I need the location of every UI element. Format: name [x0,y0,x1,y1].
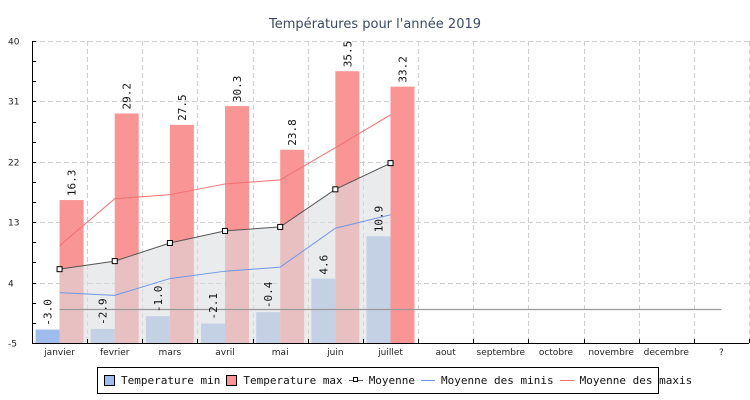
legend-item: Temperature max [226,374,343,387]
x-category-label: decembre [644,348,690,358]
x-category-label: juillet [377,348,403,358]
legend-label: Moyenne [368,374,416,387]
axes: -5 4 13 22 31 40 janvier fevrier mars avril mai jui… [8,38,750,358]
data-label-max: 35.5 [341,41,354,68]
legend-marker-line-icon [348,377,363,382]
bar-temperature-max [390,86,415,343]
data-label-max: 33.2 [397,56,410,83]
legend-label: Temperature max [243,374,343,387]
moyenne-marker [56,266,63,273]
legend-item: Moyenne [348,374,416,387]
legend: Temperature min Temperature max Moyenne Moy… [97,367,692,394]
data-label-min: -3.0 [42,299,55,326]
legend-item: Moyenne des minis [421,374,554,387]
legend-box-icon [104,375,115,386]
legend-line-icon [421,380,436,381]
data-label-max: 29.2 [121,83,134,110]
legend-label: Moyenne des minis [441,374,554,387]
x-category-label: mars [159,348,182,358]
legend-line-icon [559,380,574,381]
legend-label: Moyenne des maxis [579,374,693,387]
x-category-label: novembre [588,348,634,358]
data-labels: -3.0 -2.9 -1.0 -2.1 -0.4 4.6 10.9 16.3 29.2 27.5 3… [42,41,410,326]
moyenne-area-fill [59,163,391,343]
y-tick-label: 4 [8,280,14,290]
legend-item: Temperature min [104,374,220,387]
x-category-label: fevrier [100,348,130,358]
moyenne-area [59,163,391,343]
data-label-max: 27.5 [176,94,189,121]
y-tick-label: 31 [8,98,19,108]
y-tick-label: 40 [8,38,20,48]
x-category-label: mai [272,348,289,358]
data-label-min: -1.0 [152,286,165,313]
x-category-label: ? [719,348,724,358]
x-category-label: aout [436,348,457,358]
moyenne-marker [111,258,118,265]
moyenne-marker [166,240,173,247]
data-label-min: 10.9 [373,206,386,233]
legend-item: Moyenne des maxis [559,374,693,387]
x-category-label: juin [326,348,343,358]
moyenne-marker [222,227,229,234]
x-category-label: octobre [539,348,574,358]
bar-temperature-min [35,329,60,343]
data-label-min: -2.9 [97,298,110,325]
moyenne-des-maxis-line [59,114,391,247]
data-label-min: 4.6 [317,255,330,275]
data-label-max: 30.3 [231,76,244,102]
x-category-label: avril [215,348,235,358]
moyenne-marker [387,160,394,167]
lines [56,114,722,311]
data-label-min: -0.4 [262,281,275,308]
y-tick-label: 13 [8,219,19,229]
y-tick-label: -5 [8,340,17,350]
moyenne-marker [277,223,284,230]
x-category-label: janvier [43,348,75,358]
legend-box-icon [226,375,238,386]
data-label-max: 23.8 [286,119,299,146]
x-category-label: septembre [477,348,526,358]
data-label-min: -2.1 [207,293,220,320]
chart-title: Températures pour l'année 2019 [268,17,481,32]
moyenne-des-minis-line [59,214,391,296]
legend-label: Temperature min [121,374,221,387]
square-marker-icon [352,377,358,382]
y-tick-label: 22 [8,159,19,169]
data-label-max: 16.3 [66,170,79,197]
moyenne-marker [332,186,339,193]
